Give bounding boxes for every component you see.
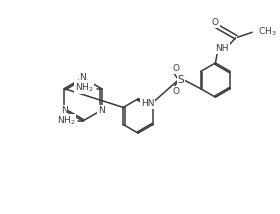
- Text: O: O: [172, 87, 179, 96]
- Text: NH$_2$: NH$_2$: [57, 115, 75, 127]
- Text: CH$_3$: CH$_3$: [258, 25, 277, 38]
- Text: NH: NH: [216, 44, 229, 53]
- Text: O: O: [172, 64, 179, 73]
- Text: O: O: [212, 18, 219, 27]
- Text: N: N: [61, 106, 67, 115]
- Text: N: N: [98, 106, 105, 115]
- Text: NH$_2$: NH$_2$: [75, 81, 94, 94]
- Text: S: S: [178, 75, 184, 85]
- Text: N: N: [80, 73, 86, 82]
- Text: HN: HN: [141, 99, 155, 108]
